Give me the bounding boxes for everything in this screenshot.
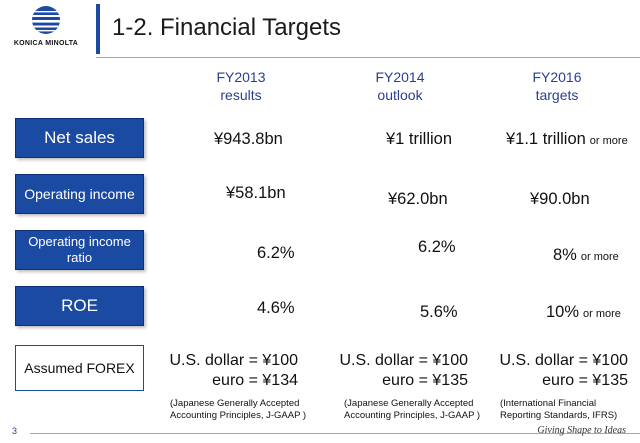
note-line: Accounting Principles, J-GAAP ) — [170, 410, 307, 421]
forex-usd-rate: U.S. dollar = ¥100 — [339, 352, 468, 369]
note-line: Accounting Principles, J-GAAP ) — [344, 410, 481, 421]
roe-fy2016-value: 10% — [546, 303, 580, 321]
forex-usd-rate: U.S. dollar = ¥100 — [169, 352, 298, 369]
net-sales-fy2014: ¥1 trillion — [386, 130, 453, 148]
operating-income-fy2014: ¥62.0bn — [388, 190, 448, 208]
row-label-assumed-forex: Assumed FOREX — [15, 345, 144, 391]
note-line: Reporting Standards, IFRS) — [500, 410, 618, 421]
or-more-qualifier: or more — [589, 135, 628, 147]
roe-fy2014: 5.6% — [420, 303, 458, 321]
operating-income-ratio-fy2016: 8% or more — [553, 246, 619, 265]
footer-divider — [30, 433, 640, 434]
or-more-qualifier: or more — [583, 308, 621, 320]
column-header-fy2014: FY2014 outlook — [335, 68, 465, 104]
net-sales-fy2013: ¥943.8bn — [214, 130, 283, 148]
page-number: 3 — [12, 426, 18, 436]
net-sales-fy2016-value: ¥1.1 trillion — [506, 130, 586, 148]
row-label-line: ratio — [66, 250, 93, 265]
company-logo: KONICA MINOLTA — [0, 0, 92, 58]
forex-euro-rate: euro = ¥134 — [212, 372, 298, 389]
operating-income-fy2013: ¥58.1bn — [226, 184, 286, 202]
column-header-type: targets — [535, 87, 579, 103]
note-line: (International Financial — [500, 398, 597, 409]
forex-fy2014: U.S. dollar = ¥100 euro = ¥135 — [332, 351, 468, 391]
globe-logo-icon — [32, 6, 60, 34]
operating-income-ratio-fy2016-value: 8% — [553, 246, 577, 264]
roe-fy2016: 10% or more — [546, 303, 621, 322]
row-label-operating-income-ratio: Operating income ratio — [15, 230, 144, 270]
row-label-net-sales: Net sales — [15, 118, 144, 158]
operating-income-ratio-fy2014: 6.2% — [418, 238, 456, 256]
forex-usd-rate: U.S. dollar = ¥100 — [499, 352, 628, 369]
accounting-note-fy2013: (Japanese Generally Accepted Accounting … — [170, 398, 306, 422]
or-more-qualifier: or more — [580, 251, 619, 263]
column-header-fy2016: FY2016 targets — [492, 68, 622, 104]
forex-euro-rate: euro = ¥135 — [542, 372, 628, 389]
row-label-line: Operating income — [28, 234, 131, 249]
note-line: (Japanese Generally Accepted — [170, 398, 300, 409]
net-sales-fy2016: ¥1.1 trillion or more — [506, 130, 628, 149]
row-label-operating-income: Operating income — [15, 174, 144, 214]
forex-fy2016: U.S. dollar = ¥100 euro = ¥135 — [490, 351, 628, 391]
title-divider — [96, 57, 640, 58]
operating-income-ratio-fy2013: 6.2% — [257, 244, 295, 262]
column-header-type: results — [220, 87, 262, 103]
column-header-year: FY2013 — [216, 69, 266, 85]
forex-euro-rate: euro = ¥135 — [382, 372, 468, 389]
operating-income-fy2016: ¥90.0bn — [530, 190, 590, 208]
slide-title: 1-2. Financial Targets — [112, 14, 342, 41]
brand-tagline: Giving Shape to Ideas — [537, 425, 626, 436]
column-header-year: FY2016 — [532, 69, 582, 85]
title-accent-bar — [96, 4, 100, 54]
logo-wordmark: KONICA MINOLTA — [13, 40, 79, 47]
column-header-fy2013: FY2013 results — [176, 68, 306, 104]
note-line: (Japanese Generally Accepted — [344, 398, 474, 409]
roe-fy2013: 4.6% — [257, 299, 295, 317]
row-label-roe: ROE — [15, 286, 144, 326]
accounting-note-fy2014: (Japanese Generally Accepted Accounting … — [344, 398, 480, 422]
column-header-year: FY2014 — [375, 69, 425, 85]
column-header-type: outlook — [377, 87, 423, 103]
forex-fy2013: U.S. dollar = ¥100 euro = ¥134 — [162, 351, 298, 391]
accounting-note-fy2016: (International Financial Reporting Stand… — [500, 398, 617, 422]
